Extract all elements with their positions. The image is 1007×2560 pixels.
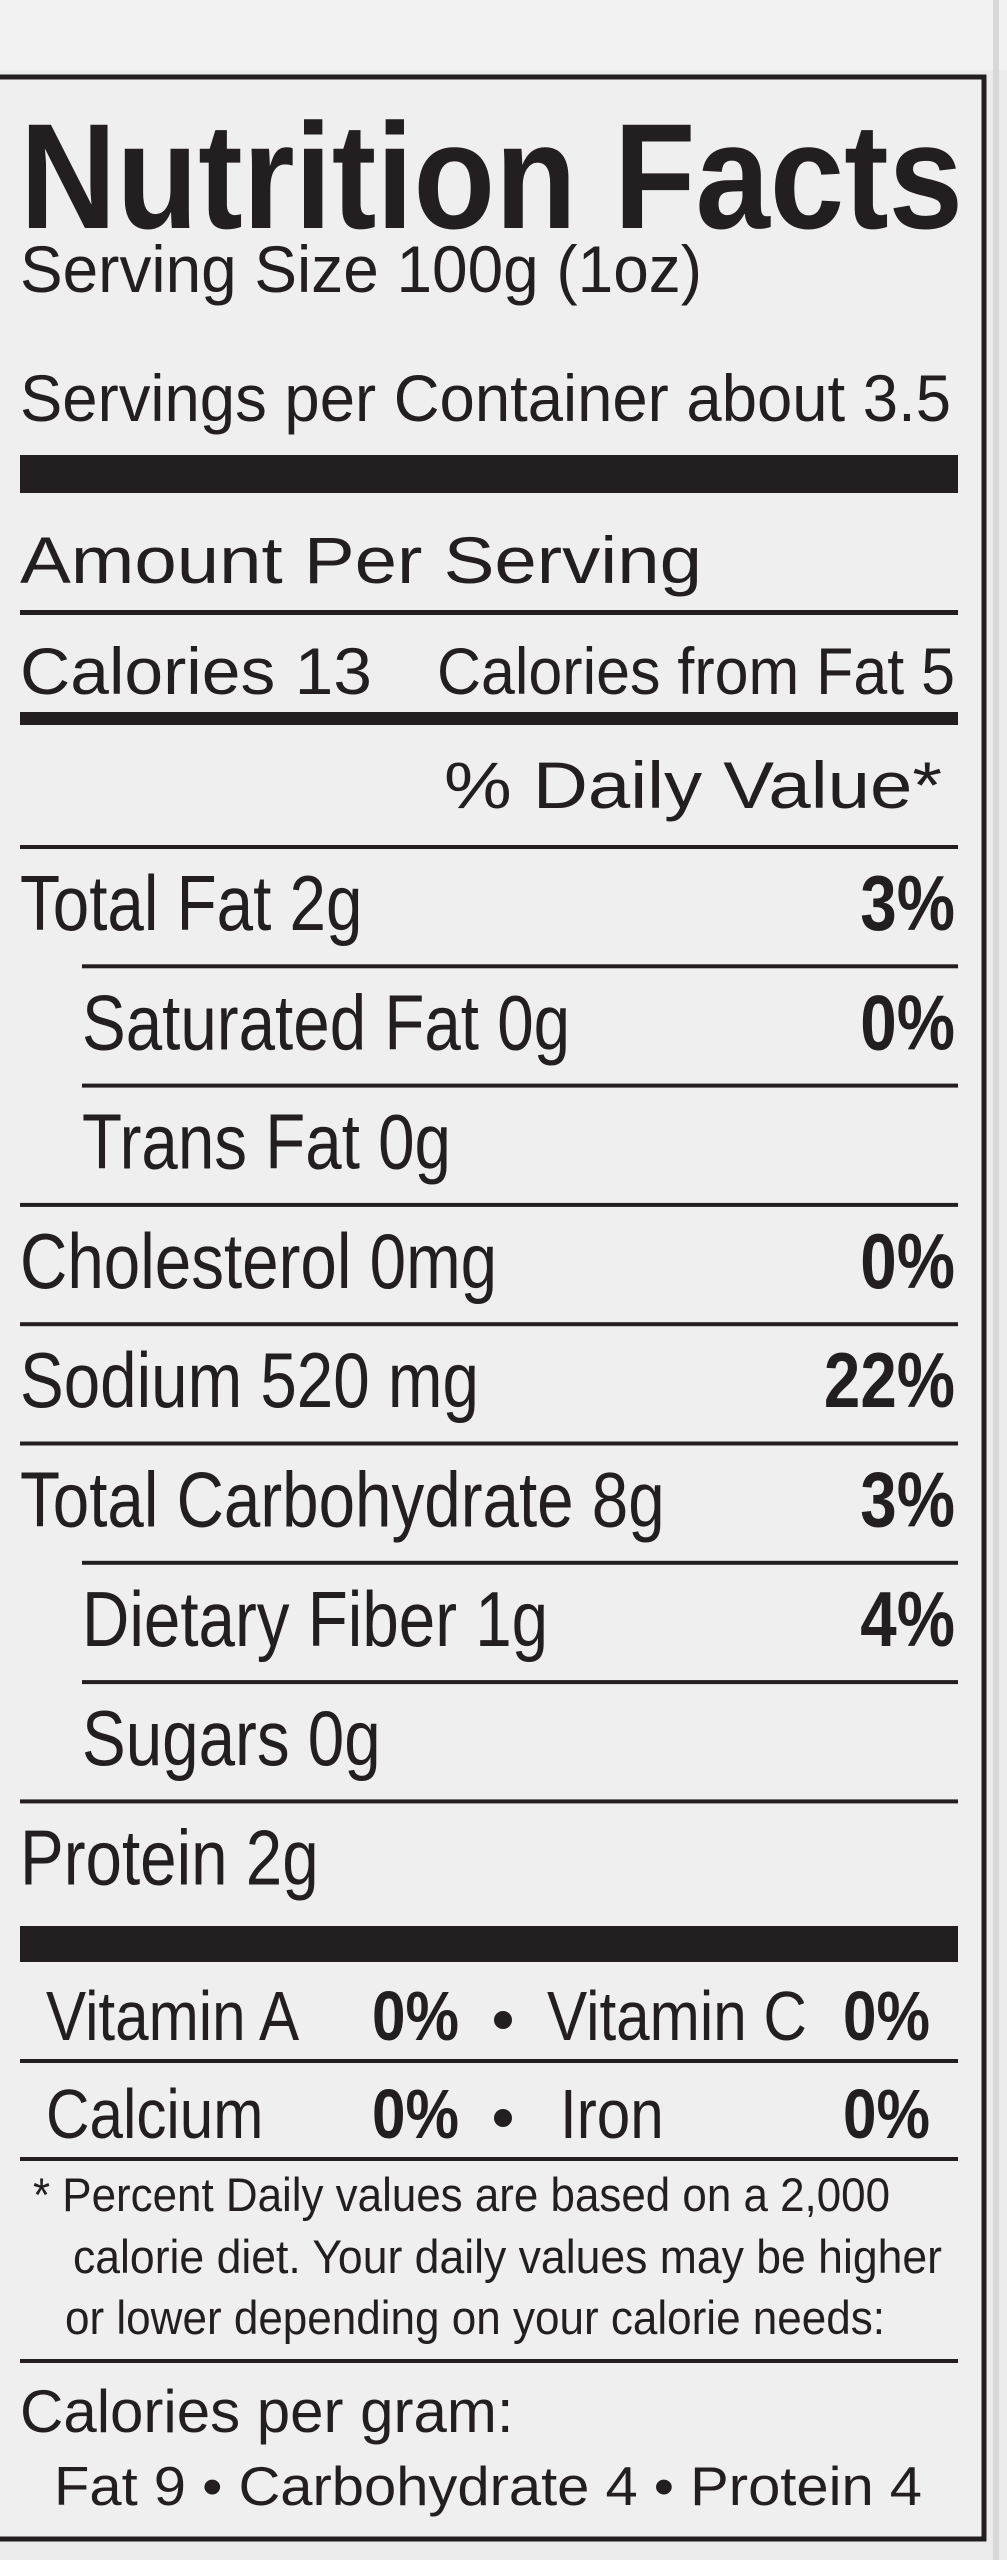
rule [20, 1441, 958, 1446]
nutrient-label: Sodium 520 mg [20, 1336, 479, 1424]
vitamin-dv: 0% [843, 1977, 930, 2055]
calories-per-gram: Calories per gram: [20, 2378, 514, 2445]
nutrient-label: Protein 2g [20, 1813, 319, 1901]
daily-value-header: % Daily Value* [444, 748, 942, 822]
rule [20, 2359, 958, 2363]
footnote-line: calorie diet. Your daily values may be h… [73, 2230, 942, 2283]
nutrient-rows: Total Fat 2g 3% Saturated Fat 0g 0% Trans Fa… [20, 845, 958, 1901]
rule [82, 1680, 958, 1685]
nutrient-label: Cholesterol 0mg [20, 1217, 497, 1305]
footnote-line: * Percent Daily values are based on a 2,… [33, 2168, 890, 2221]
vitamin-dv: 0% [372, 1977, 459, 2055]
rule [82, 964, 958, 969]
vitamin-dv: 0% [372, 2075, 459, 2153]
nutrient-label: Total Carbohydrate 8g [20, 1456, 665, 1544]
rule [20, 1202, 958, 1207]
daily-value: 4% [860, 1575, 955, 1663]
vitamin-label: Iron [560, 2075, 664, 2153]
rule [20, 2059, 958, 2063]
vitamin-dv: 0% [843, 2075, 930, 2153]
serving-size: Serving Size 100g (1oz) [20, 232, 702, 306]
daily-value: 0% [860, 978, 955, 1066]
calorie-breakdown: Fat 9 • Carbohydrate 4 • Protein 4 [54, 2455, 922, 2517]
vitamin-label: Vitamin A [46, 1977, 299, 2055]
calories-from-fat: Calories from Fat 5 [437, 634, 955, 708]
thick-rule [20, 1926, 958, 1962]
rule [20, 1322, 958, 1327]
daily-value: 3% [860, 859, 955, 947]
thick-rule [20, 455, 958, 493]
nutrient-label: Trans Fat 0g [82, 1098, 451, 1186]
bullet [494, 2109, 512, 2127]
daily-value: 3% [860, 1456, 955, 1544]
rule [20, 610, 958, 615]
rule [20, 1799, 958, 1804]
vitamin-label: Vitamin C [547, 1977, 807, 2055]
nutrient-label: Sugars 0g [82, 1694, 381, 1782]
vitamin-rows: Vitamin A 0% Vitamin C 0% Calcium 0% Iron 0% [20, 1977, 958, 2161]
footnote: * Percent Daily values are based on a 2,… [33, 2168, 942, 2344]
calories: Calories 13 [20, 634, 372, 708]
servings-per-container: Servings per Container about 3.5 [20, 361, 951, 435]
daily-value: 22% [824, 1336, 955, 1424]
daily-value: 0% [860, 1217, 955, 1305]
rule [82, 1083, 958, 1088]
top-margin [0, 0, 1007, 70]
vitamin-label: Calcium [46, 2075, 263, 2153]
nutrient-label: Dietary Fiber 1g [82, 1575, 548, 1663]
medium-rule [20, 712, 958, 725]
nutrient-label: Saturated Fat 0g [82, 978, 570, 1066]
rule [20, 845, 958, 849]
amount-per-serving: Amount Per Serving [20, 523, 702, 597]
nutrient-label: Total Fat 2g [20, 859, 362, 947]
rule [82, 1560, 958, 1565]
rule [20, 2157, 958, 2161]
bullet [494, 2011, 512, 2029]
footnote-line: or lower depending on your calorie needs… [65, 2291, 885, 2344]
title: Nutrition Facts [20, 92, 963, 260]
